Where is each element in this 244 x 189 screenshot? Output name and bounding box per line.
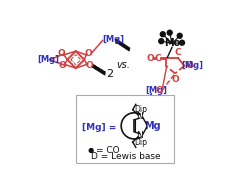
Text: D: D (147, 96, 155, 105)
Text: O: O (58, 61, 66, 70)
Text: Mo: Mo (164, 39, 180, 48)
Text: O: O (86, 61, 93, 70)
Text: [Mg] =: [Mg] = (82, 123, 116, 132)
Text: Dip: Dip (135, 138, 148, 146)
Circle shape (89, 149, 93, 152)
Text: [Mg]: [Mg] (145, 86, 167, 95)
Text: C: C (155, 54, 162, 63)
Text: O: O (85, 49, 93, 58)
Circle shape (177, 33, 182, 38)
Circle shape (160, 32, 165, 37)
FancyBboxPatch shape (76, 95, 174, 163)
Text: O: O (186, 61, 194, 70)
Text: N: N (136, 131, 143, 140)
Circle shape (180, 40, 184, 45)
Text: O: O (171, 75, 179, 84)
Text: Mg: Mg (144, 121, 161, 131)
Text: O: O (156, 86, 163, 95)
Text: C: C (175, 48, 182, 57)
Text: vs.: vs. (117, 60, 131, 70)
Text: [Mg]: [Mg] (103, 35, 125, 44)
Text: Dip: Dip (135, 105, 148, 114)
Text: O: O (57, 49, 65, 58)
Text: O: O (147, 54, 154, 63)
Text: D = Lewis base: D = Lewis base (91, 152, 161, 161)
Circle shape (159, 39, 164, 44)
Text: N: N (136, 112, 143, 121)
Circle shape (167, 30, 172, 35)
Text: [Mg]: [Mg] (182, 61, 203, 70)
Text: [Mg]: [Mg] (37, 55, 59, 64)
Text: 2: 2 (107, 69, 114, 79)
Text: = CO: = CO (96, 146, 119, 155)
